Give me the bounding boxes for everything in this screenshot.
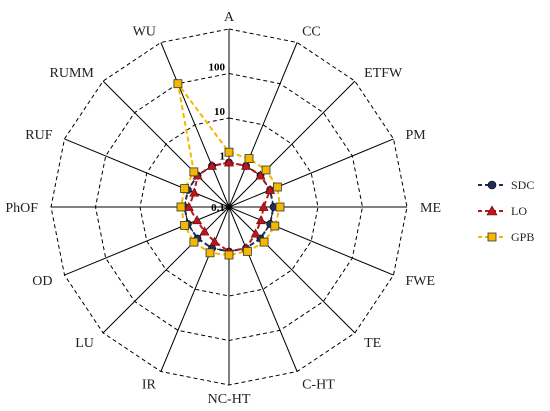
data-point bbox=[224, 250, 234, 260]
category-label: ETFW bbox=[364, 66, 403, 81]
data-point bbox=[209, 236, 220, 246]
chart-legend: SDC LO GPB bbox=[478, 178, 534, 244]
data-point bbox=[189, 187, 200, 197]
axis-spoke bbox=[64, 138, 230, 208]
data-point bbox=[255, 170, 266, 180]
category-labels: A CC ETFW PM ME FWE TE C-HT NC-HT IR LU OD PhOF RUF RU… bbox=[5, 10, 441, 407]
axis-spoke bbox=[228, 42, 298, 208]
axis-spoke bbox=[160, 206, 230, 372]
category-label: CC bbox=[302, 25, 321, 40]
axis-spoke bbox=[102, 206, 230, 334]
radar-series bbox=[173, 79, 285, 260]
data-point bbox=[272, 182, 282, 192]
legend-item-lo: LO bbox=[478, 204, 527, 218]
data-point bbox=[261, 165, 271, 175]
data-point bbox=[205, 248, 215, 258]
data-point bbox=[242, 246, 252, 256]
category-label: TE bbox=[364, 336, 381, 351]
radar-axes bbox=[51, 29, 407, 385]
tick-label: 10 bbox=[214, 106, 226, 118]
axis-spoke bbox=[228, 138, 394, 208]
tick-label: 0.1 bbox=[211, 202, 225, 214]
data-point bbox=[259, 237, 269, 247]
category-label: A bbox=[224, 10, 235, 25]
grid-ring bbox=[183, 161, 275, 253]
axis-spoke bbox=[228, 80, 356, 208]
data-point bbox=[241, 160, 252, 170]
legend-label: LO bbox=[511, 204, 527, 218]
data-point bbox=[265, 184, 276, 194]
data-point bbox=[180, 184, 190, 194]
category-label: PhOF bbox=[5, 201, 38, 216]
data-point bbox=[223, 157, 235, 167]
data-point bbox=[183, 201, 194, 211]
category-label: FWE bbox=[406, 274, 436, 289]
axis-spoke bbox=[102, 80, 230, 208]
data-point bbox=[189, 237, 199, 247]
category-label: OD bbox=[32, 274, 52, 289]
legend-marker bbox=[486, 205, 498, 216]
category-label: C-HT bbox=[302, 378, 335, 393]
legend-marker bbox=[487, 232, 497, 242]
data-point bbox=[180, 220, 190, 230]
category-label: PM bbox=[406, 128, 427, 143]
category-label: RUF bbox=[25, 128, 52, 143]
axis-spoke bbox=[228, 206, 356, 334]
data-point bbox=[258, 201, 269, 211]
legend-label: SDC bbox=[511, 178, 534, 192]
category-label: WU bbox=[133, 25, 156, 40]
category-label: IR bbox=[142, 378, 157, 393]
legend-item-gpb: GPB bbox=[478, 230, 534, 244]
category-label: LU bbox=[75, 336, 94, 351]
data-point bbox=[191, 215, 203, 225]
data-point bbox=[275, 202, 285, 212]
series-line bbox=[176, 83, 282, 257]
data-point bbox=[173, 79, 183, 89]
axis-spoke bbox=[228, 206, 394, 276]
legend-label: GPB bbox=[511, 230, 534, 244]
data-point bbox=[270, 221, 280, 231]
category-label: ME bbox=[420, 201, 441, 216]
data-point bbox=[250, 228, 261, 238]
category-label: RUMM bbox=[50, 66, 95, 81]
grid-ring bbox=[139, 117, 319, 297]
data-point bbox=[244, 154, 254, 164]
axis-spoke bbox=[228, 206, 298, 372]
legend-item-sdc: SDC bbox=[478, 178, 534, 192]
tick-label: 1 bbox=[220, 151, 226, 163]
legend-marker bbox=[487, 180, 497, 190]
data-point bbox=[224, 147, 234, 157]
series-gpb bbox=[173, 79, 285, 260]
tick-label: 100 bbox=[209, 62, 226, 74]
axis-spoke bbox=[64, 206, 230, 276]
data-point bbox=[176, 202, 186, 212]
data-point bbox=[255, 215, 267, 225]
axis-spoke bbox=[160, 42, 230, 208]
data-point bbox=[206, 160, 217, 170]
data-point bbox=[189, 167, 199, 177]
category-label: NC-HT bbox=[208, 392, 251, 407]
data-point bbox=[199, 226, 210, 236]
radial-tick-labels: 0.1 1 10 100 bbox=[209, 62, 226, 215]
